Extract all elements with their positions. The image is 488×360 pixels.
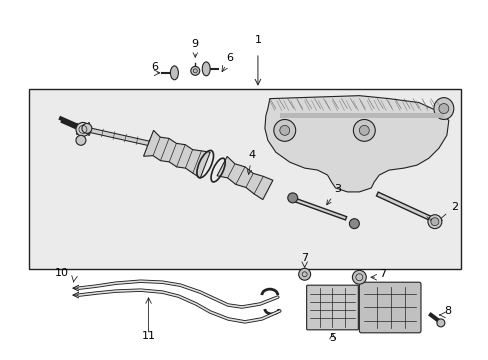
Polygon shape xyxy=(217,157,272,199)
Ellipse shape xyxy=(279,125,289,135)
Circle shape xyxy=(76,135,86,145)
Text: 9: 9 xyxy=(191,39,199,57)
Polygon shape xyxy=(264,96,448,192)
Text: 4: 4 xyxy=(246,150,255,174)
Ellipse shape xyxy=(427,215,441,229)
Text: 7: 7 xyxy=(301,253,307,264)
Ellipse shape xyxy=(190,66,199,75)
Text: 1: 1 xyxy=(254,35,261,45)
Ellipse shape xyxy=(433,98,453,120)
Text: 6: 6 xyxy=(225,53,233,63)
Ellipse shape xyxy=(76,122,90,136)
Text: 3: 3 xyxy=(326,184,341,205)
Ellipse shape xyxy=(273,120,295,141)
Ellipse shape xyxy=(287,193,297,203)
Ellipse shape xyxy=(430,218,438,226)
Text: 10: 10 xyxy=(55,268,69,278)
Ellipse shape xyxy=(352,270,366,284)
FancyBboxPatch shape xyxy=(359,282,420,333)
Text: 7: 7 xyxy=(379,269,386,279)
Text: 8: 8 xyxy=(443,306,450,316)
Polygon shape xyxy=(279,113,443,118)
Text: 5: 5 xyxy=(328,333,335,343)
FancyBboxPatch shape xyxy=(306,285,358,330)
Bar xyxy=(29,89,460,269)
Ellipse shape xyxy=(170,66,178,80)
Ellipse shape xyxy=(436,319,444,327)
Ellipse shape xyxy=(438,104,448,113)
Ellipse shape xyxy=(359,125,368,135)
Ellipse shape xyxy=(353,120,374,141)
Text: 2: 2 xyxy=(437,202,457,221)
Ellipse shape xyxy=(202,62,210,76)
Ellipse shape xyxy=(298,268,310,280)
Ellipse shape xyxy=(349,219,359,229)
Text: 11: 11 xyxy=(141,331,155,341)
Text: 6: 6 xyxy=(151,62,158,72)
Polygon shape xyxy=(143,130,210,178)
Ellipse shape xyxy=(82,123,92,133)
